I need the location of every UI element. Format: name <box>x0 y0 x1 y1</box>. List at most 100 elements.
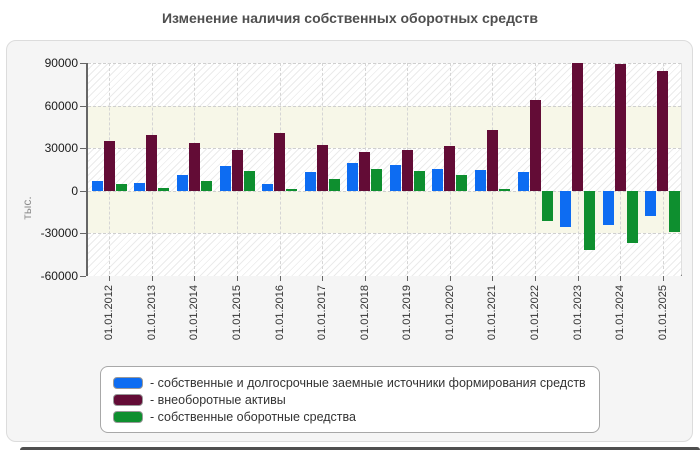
x-axis-tick <box>662 276 664 281</box>
y-axis-label: -60000 <box>40 269 78 283</box>
horizontal-gridline <box>88 190 681 192</box>
x-axis-tick <box>322 276 324 281</box>
legend-swatch-green <box>113 410 143 423</box>
bottom-element-edge <box>20 447 700 450</box>
legend-item-noncurrent-assets: - внеоборотные активы <box>113 391 587 408</box>
bar-series-2 <box>413 171 425 191</box>
y-axis-tick <box>80 63 86 64</box>
y-axis-label: 0 <box>71 183 78 198</box>
bar-series-0 <box>602 190 614 226</box>
y-axis-tick <box>80 105 86 107</box>
horizontal-gridline <box>88 148 681 150</box>
x-axis-label: 01.01.2022 <box>529 285 541 341</box>
bar-series-2 <box>541 190 553 221</box>
plot-band <box>88 233 681 276</box>
bar-series-0 <box>304 172 316 191</box>
y-axis-label: 30000 <box>44 141 78 156</box>
bar-series-0 <box>517 171 529 191</box>
bar-series-2 <box>158 187 170 191</box>
plot-band <box>88 63 681 106</box>
x-axis-tick <box>577 276 579 281</box>
x-axis-label: 01.01.2020 <box>443 285 456 341</box>
y-axis-tick <box>80 190 86 192</box>
bar-series-1 <box>188 142 200 191</box>
legend-label-working-capital: - собственные оборотные средства <box>150 409 356 424</box>
bar-series-2 <box>115 183 127 191</box>
plot-band <box>88 190 681 234</box>
x-axis-label: 01.01.2019 <box>401 285 414 341</box>
x-axis-label: 01.01.2018 <box>358 285 371 341</box>
bar-series-2 <box>669 190 681 233</box>
bar-series-2 <box>626 190 638 244</box>
bar-series-1 <box>103 141 115 191</box>
legend-label-sources: - собственные и долгосрочные заемные ист… <box>150 375 586 390</box>
chart-title: Изменение наличия собственных оборотных … <box>161 10 539 26</box>
bar-series-1 <box>572 63 584 191</box>
y-axis-tick <box>80 148 86 150</box>
bar-series-1 <box>486 130 498 191</box>
bar-series-1 <box>657 70 669 191</box>
x-axis-label: 01.01.2021 <box>486 285 499 341</box>
bar-series-0 <box>262 183 274 191</box>
x-axis-label: 01.01.2017 <box>316 285 329 341</box>
bar-series-1 <box>274 132 286 191</box>
y-axis-tick <box>80 276 86 277</box>
x-axis-tick <box>449 276 451 281</box>
bar-series-0 <box>389 165 401 191</box>
y-axis-label: -30000 <box>40 226 78 241</box>
bar-series-1 <box>401 150 413 191</box>
bar-series-2 <box>328 178 340 191</box>
bar-series-2 <box>456 174 468 191</box>
legend-item-working-capital: - собственные оборотные средства <box>113 408 587 425</box>
bar-series-0 <box>645 190 657 216</box>
x-axis-label: 01.01.2023 <box>571 285 584 341</box>
x-axis-tick <box>151 276 153 281</box>
bar-series-1 <box>444 145 456 191</box>
x-axis-label: 01.01.2012 <box>103 285 116 341</box>
bar-series-0 <box>560 190 572 227</box>
bar-series-1 <box>316 144 328 191</box>
x-axis-label: 01.01.2016 <box>273 285 286 341</box>
horizontal-gridline <box>88 233 681 235</box>
legend-item-sources: - собственные и долгосрочные заемные ист… <box>113 374 587 391</box>
y-axis-label: 90000 <box>44 56 78 70</box>
x-axis-label: 01.01.2013 <box>145 285 158 341</box>
bar-series-1 <box>529 99 541 191</box>
x-axis-tick <box>407 276 409 281</box>
legend-label-noncurrent-assets: - внеоборотные активы <box>150 392 286 407</box>
legend-swatch-maroon <box>113 393 143 406</box>
bar-series-0 <box>176 174 188 191</box>
bar-series-0 <box>134 182 146 191</box>
horizontal-gridline <box>88 63 681 64</box>
bar-series-0 <box>432 169 444 191</box>
x-axis-tick <box>535 276 536 281</box>
x-axis-tick <box>620 276 622 281</box>
bar-series-2 <box>200 180 212 191</box>
bar-series-0 <box>91 180 103 191</box>
y-axis-label: 60000 <box>44 98 78 113</box>
bar-series-2 <box>286 188 298 191</box>
legend-box: - собственные и долгосрочные заемные ист… <box>100 366 600 433</box>
x-axis-label: 01.01.2025 <box>656 285 669 341</box>
bar-series-2 <box>243 171 255 191</box>
bar-series-1 <box>359 152 371 191</box>
x-axis-label: 01.01.2014 <box>188 285 201 341</box>
x-axis-label: 01.01.2015 <box>231 285 243 341</box>
x-axis-tick <box>237 276 238 281</box>
legend-swatch-blue <box>113 376 143 389</box>
horizontal-gridline <box>88 105 681 107</box>
bar-series-2 <box>498 189 510 191</box>
bar-series-0 <box>219 165 231 191</box>
plot-area: 90000 60000 30000 0 -30000 -60000 01.01.2012 01… <box>41 56 682 340</box>
x-axis-tick <box>279 276 281 281</box>
bar-series-2 <box>584 190 596 251</box>
x-axis-tick <box>492 276 494 281</box>
bar-series-0 <box>347 163 359 191</box>
bar-series-1 <box>614 63 626 191</box>
x-axis-tick <box>109 276 111 281</box>
y-axis-tick <box>80 233 86 235</box>
bar-series-1 <box>146 135 158 191</box>
x-axis-label: 01.01.2024 <box>614 285 627 341</box>
bar-series-2 <box>371 169 383 191</box>
